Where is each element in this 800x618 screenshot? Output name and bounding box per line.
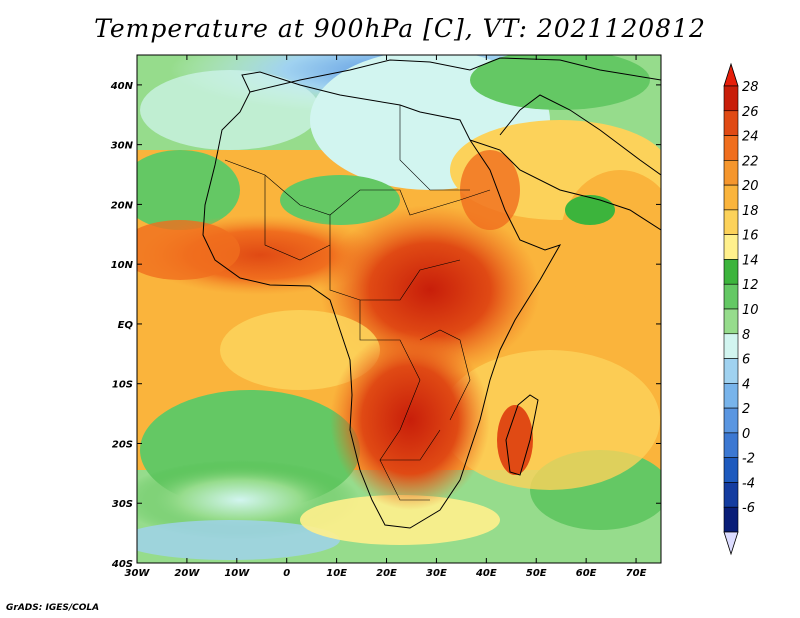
grads-credit: GrADS: IGES/COLA	[6, 603, 100, 613]
colorbar-swatch	[723, 110, 739, 136]
colorbar-label: 26	[742, 105, 759, 120]
colorbar-label: 10	[742, 303, 759, 318]
lon-tick-label: 60E	[576, 568, 597, 579]
colorbar-label: 16	[742, 229, 759, 244]
lon-tick-label: 20W	[174, 568, 200, 579]
colorbar-swatch	[723, 457, 739, 483]
colorbar-swatch	[723, 407, 739, 434]
colorbar-label: 18	[742, 204, 759, 219]
lon-tick-label: 20E	[376, 568, 397, 579]
colorbar-label: 8	[742, 328, 750, 343]
colorbar-swatch	[723, 160, 739, 186]
colorbar-swatch	[723, 383, 739, 409]
colorbar-top-arrow	[723, 62, 739, 87]
colorbar-swatch	[723, 358, 739, 384]
longitude-axis: 30W 20W 10W 0 10E 20E 30E 40E 50E 60E 70E	[125, 55, 647, 579]
colorbar-label: -4	[742, 476, 755, 491]
colorbar-label: -6	[742, 501, 755, 516]
colorbar-swatch	[723, 135, 739, 161]
colorbar-label: 22	[742, 154, 759, 169]
colorbar-label: 14	[742, 253, 759, 268]
colorbar-bottom-arrow	[723, 531, 739, 556]
colorbar-swatch	[723, 432, 739, 458]
lat-tick-label: 30S	[112, 499, 133, 510]
lon-tick-label: 10W	[224, 568, 250, 579]
colorbar-swatch	[723, 259, 739, 285]
colorbar-label: 28	[742, 80, 759, 95]
lon-tick-label: 10E	[326, 568, 347, 579]
colorbar-label: 20	[742, 179, 759, 194]
colorbar-swatch	[723, 184, 739, 211]
lon-tick-label: 70E	[626, 568, 647, 579]
lon-tick-label: 40E	[475, 568, 497, 579]
lat-tick-label: 30N	[111, 141, 134, 152]
lat-tick-label: 10S	[112, 380, 133, 391]
chart-title: Temperature at 900hPa [C], VT: 202112081…	[94, 14, 706, 43]
colorbar-label: 0	[742, 427, 750, 442]
colorbar-swatch	[723, 283, 739, 310]
colorbar-swatch	[723, 85, 739, 112]
colorbar-swatch	[723, 506, 739, 533]
lat-tick-label: 40S	[111, 559, 133, 570]
temperature-field	[137, 55, 661, 563]
coastlines	[202, 57, 661, 529]
colorbar-label: 12	[742, 278, 759, 293]
colorbar-label: 6	[742, 353, 750, 368]
latitude-axis: 40N 30N 20N 10N EQ 10S 20S 30S 40S	[110, 81, 661, 570]
lat-tick-label: 10N	[111, 260, 134, 271]
lon-tick-label: 0	[283, 568, 290, 579]
lon-tick-label: 50E	[526, 568, 547, 579]
lat-tick-label: 40N	[110, 81, 134, 92]
country-borders	[224, 105, 491, 501]
lon-tick-label: 30W	[125, 568, 151, 579]
colorbar-swatch	[723, 333, 739, 359]
colorbar-swatch	[723, 209, 739, 235]
colorbar-swatch	[723, 234, 739, 260]
lat-tick-label: 20S	[112, 439, 133, 450]
lon-tick-label: 30E	[426, 568, 447, 579]
colorbar-swatch	[723, 308, 739, 335]
colorbar-label: 24	[742, 130, 759, 145]
lat-tick-label: EQ	[118, 320, 134, 331]
colorbar-swatch	[723, 482, 739, 508]
lat-tick-label: 20N	[111, 200, 134, 211]
colorbar-label: 4	[742, 377, 750, 392]
colorbar-label: 2	[742, 402, 750, 417]
colorbar-label: -2	[742, 452, 755, 467]
plot-frame	[136, 54, 662, 564]
